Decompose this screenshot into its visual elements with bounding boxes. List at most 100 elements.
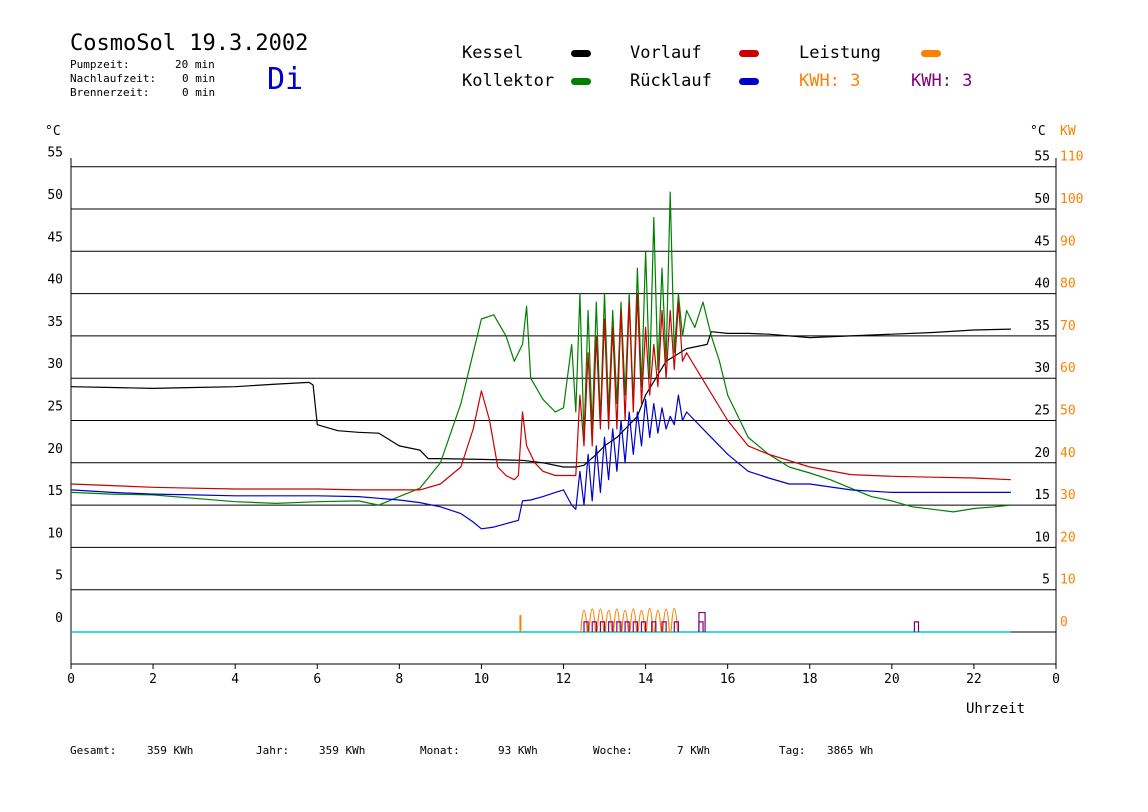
y-tick-label-left: 50 [47, 188, 63, 203]
y-tick-label-left: 20 [47, 442, 63, 457]
y-tick-label-right-c: 10 [1034, 530, 1050, 545]
x-tick-label: 4 [231, 672, 239, 687]
legend-leistung-swatch [921, 50, 941, 57]
kwh-pulse [651, 621, 657, 632]
brennerzeit-value: 0 min [182, 86, 216, 99]
leistung-bump [645, 608, 654, 633]
y-tick-label-right-c: 5 [1042, 573, 1050, 588]
y-tick-label-right-kw: 90 [1060, 234, 1076, 249]
leistung-bump [612, 608, 621, 633]
leistung-bump [662, 608, 670, 633]
kwh-pulse [640, 621, 647, 632]
y-tick-label-right-c: 35 [1034, 319, 1050, 334]
y-tick-label-left: 45 [47, 230, 63, 245]
kwh-pulse-tall [698, 611, 706, 632]
x-tick-label: 22 [966, 672, 982, 687]
legend-kollektor-label: Kollektor [462, 71, 555, 91]
footer-tag-label: Tag: [779, 744, 806, 757]
x-tick-label: 14 [638, 672, 654, 687]
series-kessel-line [70, 328, 1011, 468]
leistung-bump [580, 609, 588, 633]
right-axis-unit-kw: KW [1060, 124, 1076, 139]
series-kollektor-line [70, 191, 1011, 513]
legend-vorlauf-swatch [739, 50, 759, 57]
kwh-pulse [913, 621, 920, 632]
legend-ruecklauf-swatch [739, 78, 759, 85]
y-tick-label-right-kw: 30 [1060, 488, 1076, 503]
footer-gesamt-label: Gesamt: [70, 744, 117, 757]
kwh-pulse [698, 621, 704, 632]
y-tick-label-left: 0 [55, 611, 63, 626]
x-tick-label: 16 [720, 672, 736, 687]
kwh-pulse [624, 621, 630, 632]
leistung-bump [596, 608, 605, 633]
legend-leistung-label: Leistung [799, 43, 881, 63]
leistung-bump [637, 609, 646, 633]
leistung-bump [654, 609, 662, 633]
series-rcklauf-line [70, 394, 1011, 530]
legend-kwh-purple: KWH: 3 [911, 71, 973, 91]
y-tick-label-right-c: 20 [1034, 446, 1050, 461]
y-tick-label-left: 55 [47, 146, 63, 161]
y-tick-label-right-c: 25 [1034, 404, 1050, 419]
x-tick-label: 6 [313, 672, 321, 687]
y-tick-label-right-kw: 10 [1060, 573, 1076, 588]
y-tick-label-left: 35 [47, 315, 63, 330]
kwh-pulse [616, 621, 622, 632]
y-tick-label-left: 25 [47, 400, 63, 415]
y-tick-label-right-c: 55 [1034, 150, 1050, 165]
y-tick-label-right-kw: 0 [1060, 615, 1068, 630]
y-tick-label-right-kw: 80 [1060, 277, 1076, 292]
footer-tag-value: 3865 Wh [827, 744, 874, 757]
y-tick-label-left: 40 [47, 273, 63, 288]
kwh-pulse [673, 621, 680, 632]
footer-woche-label: Woche: [593, 744, 633, 757]
footer-jahr-label: Jahr: [256, 744, 290, 757]
x-axis-label: Uhrzeit [966, 701, 1026, 717]
y-tick-label-right-kw: 110 [1060, 150, 1083, 165]
chart-title: CosmoSol 19.3.2002 [70, 31, 309, 56]
y-tick-label-right-kw: 40 [1060, 446, 1076, 461]
y-tick-label-right-c: 15 [1034, 488, 1050, 503]
x-tick-label: 2 [149, 672, 157, 687]
footer-gesamt-value: 359 KWh [147, 744, 194, 757]
x-tick-label: 20 [884, 672, 900, 687]
left-axis-unit: °C [45, 124, 61, 139]
x-tick-label: 8 [395, 672, 403, 687]
leistung-bump [621, 609, 629, 633]
y-tick-label-right-kw: 50 [1060, 404, 1076, 419]
y-tick-label-left: 5 [55, 569, 63, 584]
kwh-pulse [661, 621, 667, 632]
y-tick-label-right-c: 50 [1034, 192, 1050, 207]
chart-area: 0 2 4 6 8 10 12 14 16 18 20 22 005101520253035404550… [47, 146, 1083, 687]
y-tick-label-left: 10 [47, 526, 63, 541]
x-tick-label: 0 [67, 672, 75, 687]
pumpzeit-label: Pumpzeit: [70, 58, 130, 71]
y-tick-label-right-kw: 100 [1060, 192, 1083, 207]
y-tick-label-right-kw: 20 [1060, 530, 1076, 545]
kwh-pulse [583, 621, 589, 632]
y-tick-label-right-c: 40 [1034, 277, 1050, 292]
legend-kessel-swatch [571, 50, 591, 57]
y-tick-label-right-kw: 70 [1060, 319, 1076, 334]
right-axis-unit-c: °C [1030, 124, 1046, 139]
y-tick-label-right-c: 30 [1034, 361, 1050, 376]
nachlaufzeit-label: Nachlaufzeit: [70, 72, 157, 85]
legend-kwh-orange: KWH: 3 [799, 71, 861, 91]
footer-woche-value: 7 KWh [677, 744, 711, 757]
legend-kessel-label: Kessel [462, 43, 524, 63]
x-tick-label: 0 [1052, 672, 1060, 687]
footer-monat-label: Monat: [420, 744, 460, 757]
x-tick-label: 10 [474, 672, 490, 687]
y-tick-label-right-kw: 60 [1060, 361, 1076, 376]
footer-monat-value: 93 KWh [498, 744, 538, 757]
legend-vorlauf-label: Vorlauf [630, 43, 702, 63]
pumpzeit-value: 20 min [175, 58, 215, 71]
leistung-bump [629, 608, 638, 633]
y-tick-label-left: 15 [47, 484, 63, 499]
leistung-bump [604, 609, 613, 633]
y-tick-label-right-c: 45 [1034, 234, 1050, 249]
x-tick-label: 18 [802, 672, 818, 687]
brennerzeit-label: Brennerzeit: [70, 86, 150, 99]
weekday-label: Di [267, 62, 304, 97]
